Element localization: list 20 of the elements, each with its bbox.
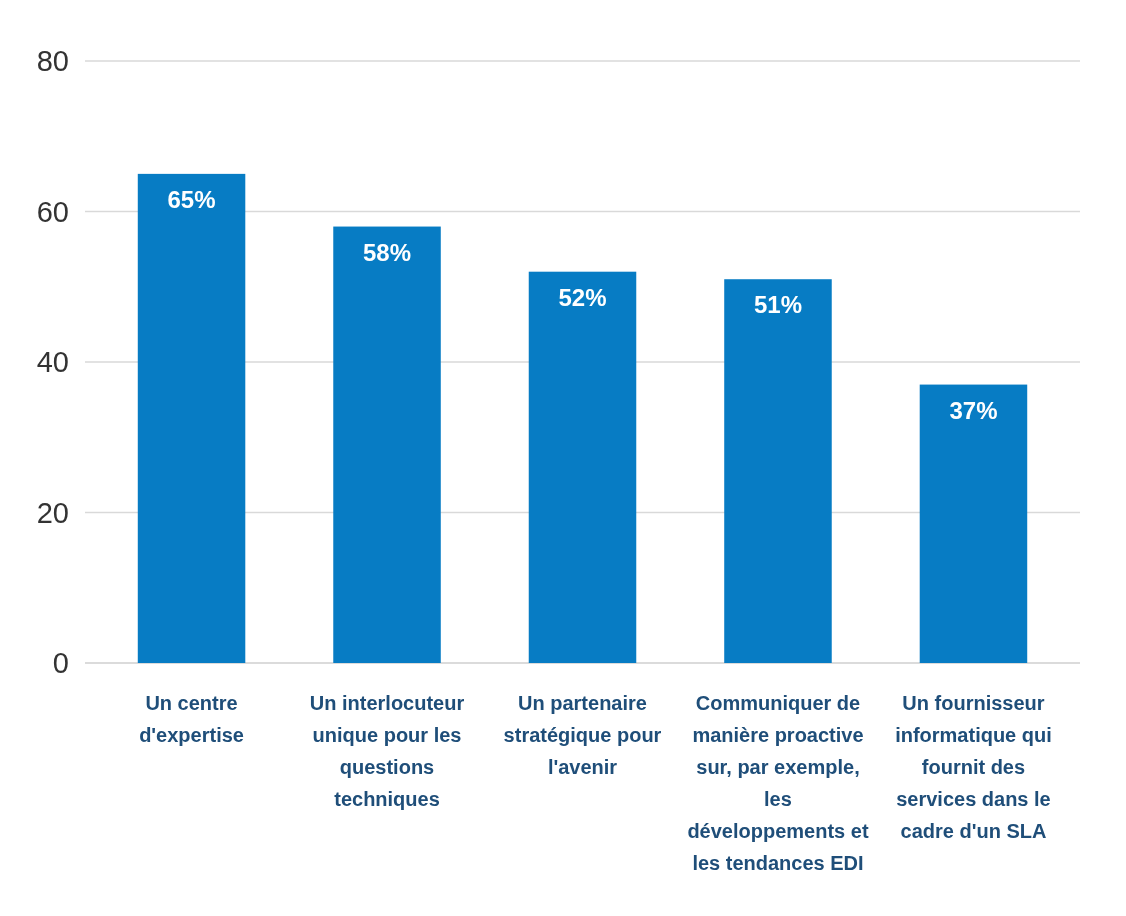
y-tick-label: 60 xyxy=(36,195,69,228)
data-label: 51% xyxy=(753,291,802,319)
x-tick-label: Un fournisseur informatique qui fournit des services dans le cadre d'un SLA xyxy=(895,692,1052,842)
data-label: 37% xyxy=(949,396,998,424)
data-label: 65% xyxy=(167,185,216,213)
x-tick-label: Communiquer de manière proactive sur, par exemple, les développements et les tendances EDI xyxy=(687,692,869,874)
y-tick-label: 20 xyxy=(36,496,69,529)
y-tick-label: 40 xyxy=(36,346,69,379)
x-tick-label: Un partenaire stratégique pour l'avenir xyxy=(503,692,662,778)
bar xyxy=(528,271,637,663)
y-tick-label: 0 xyxy=(52,647,69,680)
data-label: 58% xyxy=(363,238,412,266)
data-label: 52% xyxy=(558,283,607,311)
bar xyxy=(137,173,246,663)
y-tick-label: 80 xyxy=(36,45,69,78)
x-tick-label: Un interlocuteur unique pour les questions techniques xyxy=(309,692,465,810)
x-tick-label: Un centre d'expertise xyxy=(139,692,244,746)
bar xyxy=(333,226,441,663)
bar xyxy=(724,279,832,663)
bar xyxy=(919,384,1028,663)
